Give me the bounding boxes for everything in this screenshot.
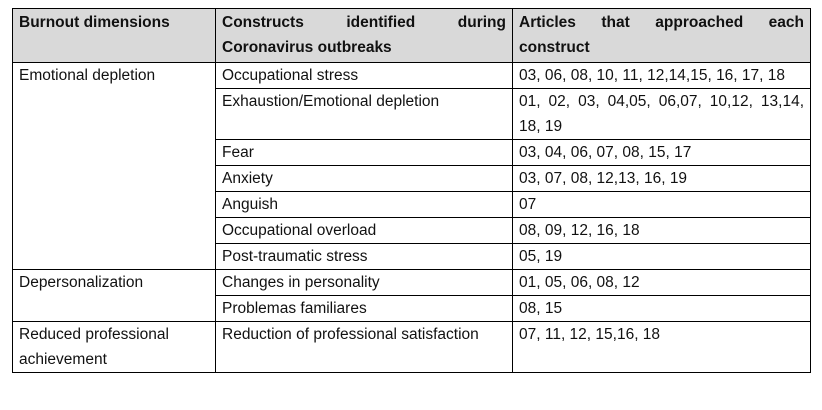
articles-cell: 07: [512, 191, 811, 218]
articles-cell: 03, 07, 08, 12,13, 16, 19: [512, 165, 811, 192]
construct-cell: Fear: [215, 139, 513, 166]
table-body: Emotional depletion Occupational stress 03…: [12, 62, 811, 373]
articles-cell: 01, 05, 06, 08, 12: [512, 269, 811, 296]
dimension-cell: Reduced professional achievement: [12, 321, 216, 373]
construct-cell: Reduction of professional satisfaction: [215, 321, 513, 373]
articles-cell: 01, 02, 03, 04,05, 06,07, 10,12, 13,14, …: [512, 88, 811, 140]
construct-cell: Anxiety: [215, 165, 513, 192]
dimension-cell: Emotional depletion: [12, 62, 216, 270]
table-row: Anxiety 03, 07, 08, 12,13, 16, 19: [13, 165, 811, 192]
construct-cell: Problemas familiares: [215, 295, 513, 322]
construct-cell: Post-traumatic stress: [215, 243, 513, 270]
table-row: Depersonalization Changes in personality 0…: [12, 269, 811, 322]
articles-cell: 03, 06, 08, 10, 11, 12,14,15, 16, 17, 18: [512, 62, 811, 89]
burnout-table: Burnout dimensions Constructs identified…: [12, 8, 811, 373]
construct-cell: Occupational overload: [215, 217, 513, 244]
articles-cell: 05, 19: [512, 243, 811, 270]
articles-cell: 07, 11, 12, 15,16, 18: [512, 321, 811, 373]
header-cell: Constructs identified during Coronavirus…: [215, 8, 513, 63]
construct-cell: Occupational stress: [215, 62, 513, 89]
page: Burnout dimensions Constructs identified…: [12, 8, 811, 373]
header-row: Burnout dimensions Constructs identified…: [12, 8, 811, 63]
articles-cell: 08, 15: [512, 295, 811, 322]
articles-cell: 08, 09, 12, 16, 18: [512, 217, 811, 244]
table-row: Reduced professional achievement Reductio…: [12, 321, 811, 373]
header-cell: Burnout dimensions: [12, 8, 216, 63]
table-row: Exhaustion/Emotional depletion 01, 02, 03…: [13, 88, 811, 140]
table-row: Fear 03, 04, 06, 07, 08, 15, 17: [13, 139, 811, 166]
table-row: Post-traumatic stress 05, 19: [13, 243, 811, 270]
table-row: Anguish 07: [13, 191, 811, 218]
construct-cell: Exhaustion/Emotional depletion: [215, 88, 513, 140]
articles-cell: 03, 04, 06, 07, 08, 15, 17: [512, 139, 811, 166]
dimension-cell: Depersonalization: [12, 269, 216, 322]
table-row: Emotional depletion Occupational stress 03…: [12, 62, 811, 270]
construct-cell: Changes in personality: [215, 269, 513, 296]
construct-cell: Anguish: [215, 191, 513, 218]
header-cell: Articles that approached each construct: [512, 8, 811, 63]
